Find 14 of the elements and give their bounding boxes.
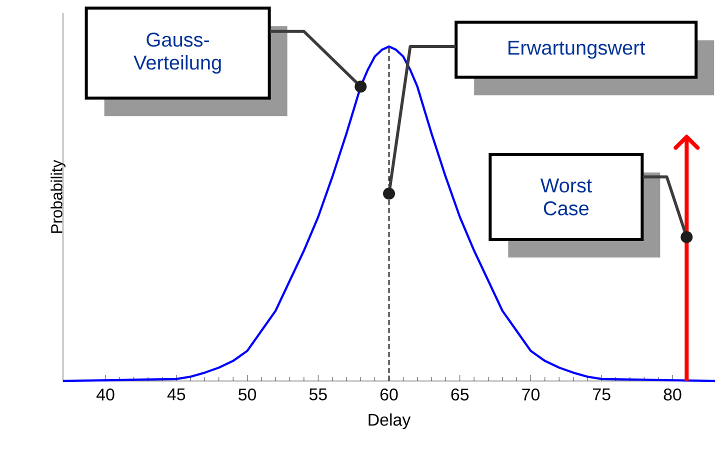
- x-tick-label: 80: [664, 388, 682, 401]
- x-tick-label: 50: [238, 388, 256, 401]
- x-axis-title: Delay: [368, 413, 411, 430]
- x-tick-label: 75: [593, 388, 610, 400]
- x-tick-label: 55: [309, 388, 327, 400]
- annotation: Gauss-Verteilung: [134, 32, 221, 74]
- x-tick-label: 60: [380, 388, 398, 401]
- x-tick-label: 40: [96, 388, 114, 401]
- annotation: Erwartungswert: [508, 40, 646, 59]
- annotation: Worst Case: [540, 178, 592, 216]
- y-axis-title: Probability: [50, 160, 66, 233]
- x-tick-label: 45: [167, 388, 186, 400]
- x-tick-label: 70: [522, 388, 540, 401]
- x-tick-label: 65: [451, 388, 469, 401]
